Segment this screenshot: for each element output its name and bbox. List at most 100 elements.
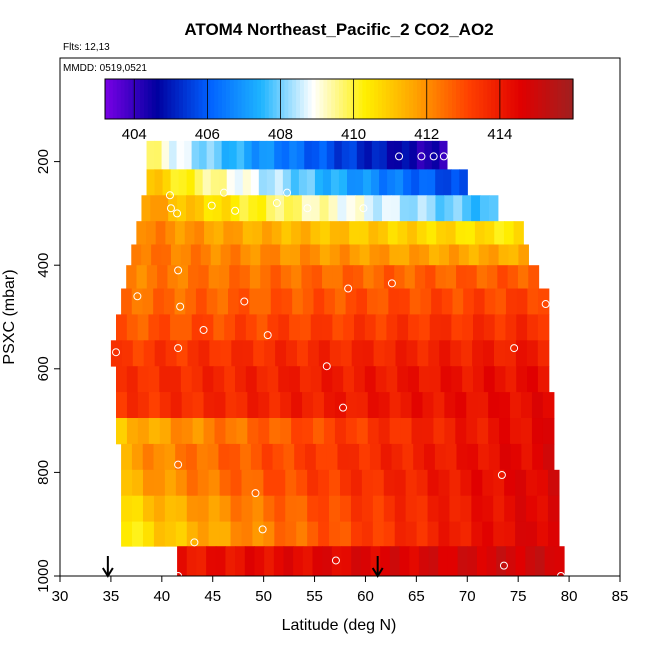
curtain-cell	[342, 265, 354, 289]
x-axis: 30 35 40 45 50 55 60 65 70 75 80 85	[52, 576, 628, 605]
colorbar-swatch	[194, 79, 200, 119]
curtain-cell	[167, 265, 179, 289]
curtain-cell	[181, 418, 194, 445]
curtain-cell	[242, 340, 254, 367]
curtain-cell	[510, 443, 522, 471]
curtain-cell	[229, 443, 241, 471]
sample-point	[497, 470, 506, 479]
curtain-cell	[394, 265, 406, 289]
curtain-cell	[170, 244, 182, 266]
curtain-cell	[554, 546, 565, 577]
curtain-cell	[264, 340, 276, 367]
curtain-cell	[484, 221, 495, 245]
curtain-cell	[504, 469, 516, 497]
curtain-cell	[355, 169, 364, 196]
curtain-cell	[433, 418, 445, 445]
x-tick-label: 60	[357, 588, 374, 605]
colorbar-swatch	[452, 79, 457, 119]
curtain-cell	[192, 418, 205, 445]
curtain-cell	[180, 244, 192, 266]
colorbar-swatch	[444, 79, 449, 119]
curtain-cell	[439, 340, 451, 367]
curtain-cell	[405, 469, 418, 497]
curtain-cell	[453, 195, 463, 222]
curtain-cell	[284, 195, 294, 222]
curtain-cell	[505, 288, 518, 315]
curtain-cell	[356, 418, 369, 445]
curtain-cell	[263, 469, 275, 497]
curtain-cell	[315, 443, 328, 471]
x-tick-label: 40	[153, 588, 170, 605]
curtain-cell	[494, 366, 507, 393]
curtain-cell	[146, 221, 157, 245]
curtain-cell	[116, 314, 128, 341]
curtain-cell	[218, 169, 228, 196]
curtain-cell	[449, 495, 461, 523]
curtain-cell	[196, 546, 207, 577]
sample-point	[174, 266, 183, 275]
colorbar-swatch	[518, 79, 523, 119]
curtain-cell	[299, 314, 312, 341]
curtain-cell	[538, 288, 550, 315]
curtain-cell	[241, 521, 254, 547]
curtain-cell	[375, 366, 388, 393]
colorbar-swatch	[183, 79, 188, 119]
curtain-cell	[515, 495, 527, 523]
colorbar-swatch	[436, 79, 441, 119]
colorbar-swatch	[389, 79, 395, 119]
colorbar-swatch	[124, 79, 129, 119]
curtain-cell	[131, 443, 144, 471]
curtain-cell	[516, 366, 528, 393]
curtain-cell	[204, 221, 215, 245]
curtain-cell	[371, 140, 380, 170]
curtain-cell	[379, 140, 388, 170]
curtain-cell	[252, 521, 264, 547]
sample-point	[429, 152, 438, 161]
curtain-cell	[266, 140, 275, 170]
curtain-cell	[528, 265, 540, 289]
curtain-cell	[494, 314, 507, 341]
curtain-cell	[245, 314, 258, 341]
curtain-cell	[259, 140, 268, 170]
curtain-cell	[121, 521, 133, 547]
curtain-cell	[416, 495, 429, 523]
curtain-cell	[435, 195, 445, 222]
colorbar-swatch	[366, 79, 371, 119]
colorbar-swatch	[264, 79, 270, 119]
curtain-cell	[547, 521, 560, 547]
curtain-cell	[249, 288, 261, 315]
curtain-cell	[206, 546, 217, 577]
sample-point	[541, 300, 550, 309]
curtain-cell	[170, 366, 182, 393]
curtain-cell	[203, 418, 216, 445]
curtain-cell	[164, 495, 177, 523]
curtain-cell	[346, 195, 356, 222]
curtain-cell	[343, 366, 355, 393]
curtain-cell	[213, 314, 225, 341]
curtain-cell	[537, 495, 549, 523]
colorbar-swatch	[413, 79, 418, 119]
curtain-cell	[334, 418, 347, 445]
curtain-cell	[387, 169, 396, 196]
curtain-cell	[218, 443, 230, 471]
curtain-cell	[477, 418, 489, 445]
curtain-cell	[361, 495, 374, 523]
curtain-cell	[267, 366, 279, 393]
colorbar-swatch	[440, 79, 445, 119]
curtain-cell	[154, 140, 163, 170]
sample-point	[219, 188, 228, 197]
colorbar-swatch	[510, 79, 516, 119]
x-tick-label: 80	[561, 588, 578, 605]
curtain-cell	[290, 169, 300, 196]
curtain-cell	[409, 140, 418, 170]
x-tick-label: 65	[408, 588, 425, 605]
colorbar-swatch	[206, 79, 211, 119]
colorbar-swatch	[311, 79, 317, 119]
curtain-cell	[210, 244, 222, 266]
colorbar-swatch	[405, 79, 410, 119]
curtain-cell	[301, 265, 313, 289]
colorbar-swatch	[335, 79, 340, 119]
curtain-cell	[526, 469, 538, 497]
curtain-cell	[323, 392, 336, 419]
curtain-cell	[389, 546, 401, 577]
